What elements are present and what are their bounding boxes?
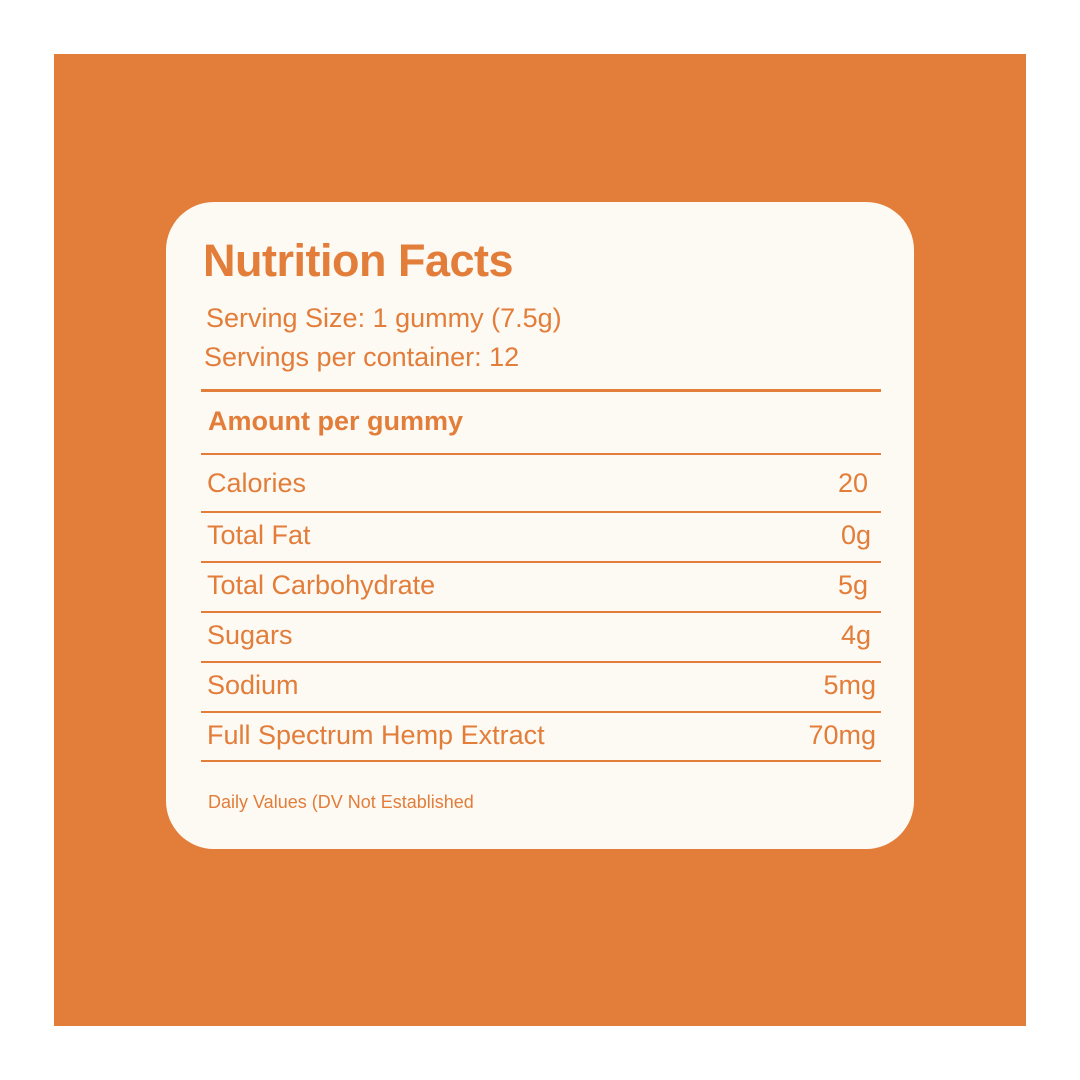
nutrient-value-total-carbohydrate: 5g <box>837 570 868 600</box>
nutrient-label-calories: Calories <box>207 468 307 498</box>
nutrient-label-hemp-extract: Full Spectrum Hemp Extract <box>207 720 545 750</box>
amount-per-gummy-heading: Amount per gummy <box>208 406 464 436</box>
row-divider <box>201 511 881 513</box>
serving-size-text: Serving Size: 1 gummy (7.5g) <box>206 303 562 333</box>
daily-values-footnote: Daily Values (DV Not Established <box>208 792 474 812</box>
nutrient-value-sodium: 5mg <box>823 670 876 700</box>
nutrition-facts-card: Nutrition Facts Serving Size: 1 gummy (7… <box>166 202 914 849</box>
row-divider <box>201 611 881 613</box>
nutrient-value-hemp-extract: 70mg <box>808 720 876 750</box>
nutrition-facts-title: Nutrition Facts <box>203 235 514 286</box>
header-divider <box>201 389 881 392</box>
nutrient-value-total-fat: 0g <box>840 520 871 550</box>
row-divider <box>201 661 881 663</box>
nutrient-label-total-fat: Total Fat <box>207 520 311 550</box>
row-divider <box>201 760 881 762</box>
servings-per-container-text: Servings per container: 12 <box>204 342 520 372</box>
row-divider <box>201 453 881 455</box>
nutrient-label-sodium: Sodium <box>207 670 299 700</box>
nutrient-label-sugars: Sugars <box>207 620 293 650</box>
nutrient-value-sugars: 4g <box>840 620 871 650</box>
nutrient-label-total-carbohydrate: Total Carbohydrate <box>207 570 436 600</box>
row-divider <box>201 711 881 713</box>
nutrient-value-calories: 20 <box>837 468 868 498</box>
row-divider <box>201 561 881 563</box>
